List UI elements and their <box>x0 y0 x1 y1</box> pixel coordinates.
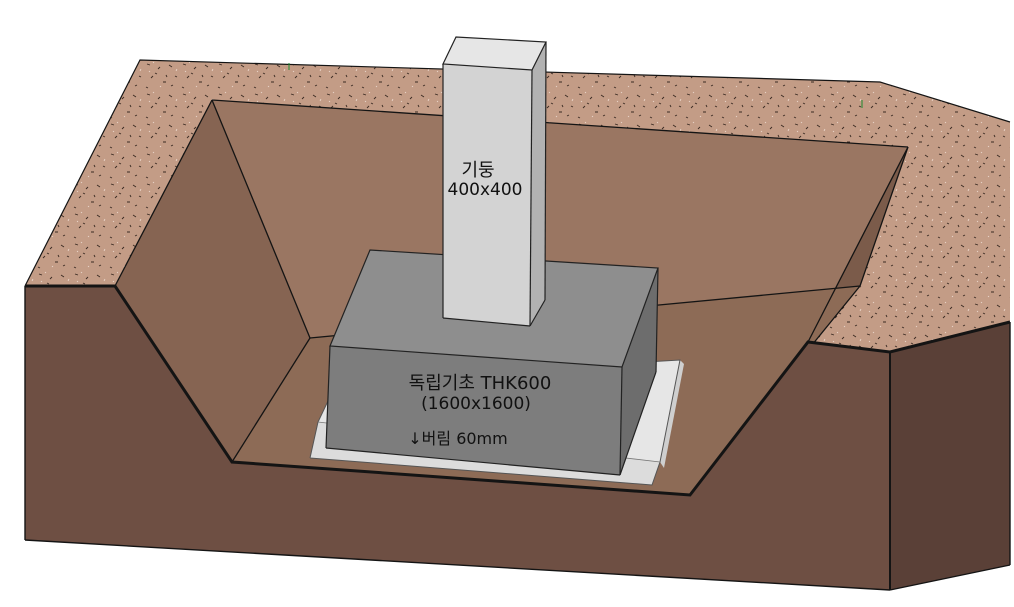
soil-side-face <box>890 322 1010 590</box>
footing-size-label: (1600x1600) <box>421 394 531 414</box>
column-size-label: 400x400 <box>448 180 523 200</box>
column-name-label: 기둥 <box>461 160 494 181</box>
soil-cut-face <box>25 286 890 590</box>
lean-concrete-label: ↓버림 60mm <box>408 429 507 448</box>
column <box>442 36 547 327</box>
footing-name-label: 독립기초 THK600 <box>409 373 552 394</box>
pit-wall-left <box>115 100 310 462</box>
